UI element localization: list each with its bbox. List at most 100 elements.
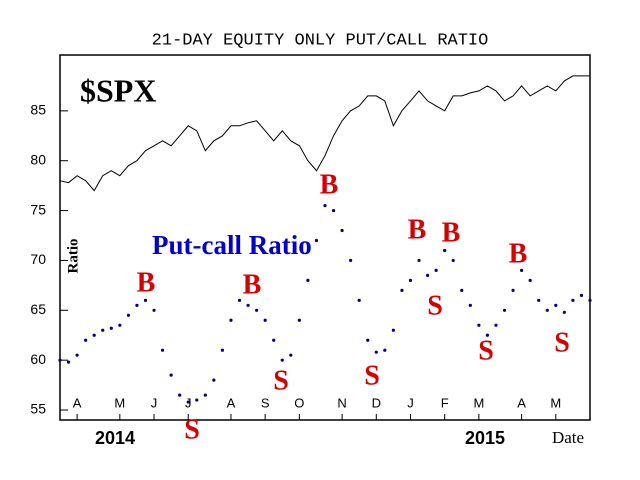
ratio-point bbox=[220, 348, 225, 352]
ratio-point bbox=[314, 238, 319, 243]
ratio-point bbox=[246, 303, 250, 307]
ratio-point bbox=[511, 288, 515, 292]
y-tick-label: 85 bbox=[30, 102, 46, 118]
ratio-point bbox=[349, 258, 353, 263]
ratio-point bbox=[537, 298, 541, 302]
signal-label: S bbox=[554, 327, 570, 358]
ratio-point bbox=[297, 318, 301, 322]
ratio-point bbox=[331, 208, 336, 213]
x-tick-label: A bbox=[517, 395, 526, 410]
ratio-point bbox=[84, 338, 88, 342]
ratio-point bbox=[323, 203, 327, 208]
ratio-point bbox=[186, 400, 190, 404]
x-tick-label: M bbox=[114, 395, 125, 410]
ratio-point bbox=[468, 303, 472, 307]
ratio-point bbox=[118, 323, 122, 327]
ratio-point bbox=[169, 373, 173, 377]
year-label: 2015 bbox=[465, 428, 505, 448]
ratio-point bbox=[75, 353, 79, 357]
signal-label: S bbox=[273, 365, 289, 396]
ratio-point bbox=[554, 303, 558, 307]
ratio-point bbox=[160, 348, 165, 352]
x-tick-label: N bbox=[337, 395, 346, 410]
ratio-point bbox=[101, 328, 105, 332]
ratio-point bbox=[143, 298, 148, 302]
ratio-point bbox=[494, 323, 498, 327]
ratio-point bbox=[374, 350, 378, 354]
x-tick-label: M bbox=[473, 395, 484, 410]
y-tick-label: 80 bbox=[30, 151, 46, 167]
ratio-point bbox=[545, 308, 549, 312]
x-tick-label: J bbox=[407, 395, 414, 410]
putcall-label: Put-call Ratio bbox=[152, 230, 312, 260]
signal-label: S bbox=[427, 290, 443, 321]
signal-label: B bbox=[320, 169, 339, 200]
ratio-point bbox=[383, 348, 387, 352]
ratio-point bbox=[357, 298, 361, 302]
x-tick-label: A bbox=[227, 395, 236, 410]
ratio-point bbox=[272, 338, 276, 342]
ratio-point bbox=[340, 228, 344, 233]
ratio-point bbox=[425, 273, 430, 277]
spx-label: $SPX bbox=[80, 72, 156, 108]
x-tick-label: J bbox=[151, 395, 158, 410]
chart-title: 21-DAY EQUITY ONLY PUT/CALL RATIO bbox=[152, 31, 489, 50]
ratio-point bbox=[477, 323, 481, 327]
ratio-point bbox=[255, 308, 259, 312]
y-axis-label: Ratio bbox=[65, 239, 81, 274]
x-tick-label: S bbox=[261, 395, 270, 410]
x-tick-label: O bbox=[294, 395, 304, 410]
ratio-point bbox=[366, 338, 370, 342]
x-tick-label: A bbox=[73, 395, 82, 410]
x-tick-label: M bbox=[550, 395, 561, 410]
ratio-point bbox=[229, 318, 233, 322]
ratio-point bbox=[485, 333, 490, 337]
signal-label: B bbox=[442, 217, 461, 248]
ratio-point bbox=[263, 318, 267, 322]
ratio-point bbox=[66, 360, 71, 364]
y-tick-label: 65 bbox=[30, 301, 46, 317]
y-tick-label: 55 bbox=[30, 401, 46, 417]
ratio-point bbox=[203, 393, 207, 397]
y-tick-label: 75 bbox=[30, 201, 46, 217]
signal-label: S bbox=[184, 414, 200, 445]
signal-label: B bbox=[509, 238, 528, 269]
ratio-point bbox=[289, 353, 293, 357]
ratio-point bbox=[460, 288, 464, 292]
ratio-point bbox=[280, 358, 284, 362]
signal-label: B bbox=[137, 267, 156, 298]
ratio-point bbox=[443, 248, 447, 253]
ratio-point bbox=[588, 298, 592, 302]
ratio-point bbox=[178, 393, 182, 397]
ratio-point bbox=[571, 298, 575, 302]
ratio-point bbox=[195, 398, 199, 402]
ratio-point bbox=[306, 278, 310, 282]
ratio-point bbox=[400, 288, 404, 292]
y-tick-label: 70 bbox=[30, 251, 46, 267]
ratio-point bbox=[502, 308, 507, 312]
x-tick-label: D bbox=[372, 395, 381, 410]
year-label: 2014 bbox=[95, 428, 135, 448]
ratio-point bbox=[528, 278, 532, 282]
ratio-point bbox=[520, 268, 524, 273]
ratio-point bbox=[58, 358, 62, 362]
signal-label: S bbox=[364, 360, 380, 391]
ratio-point bbox=[212, 378, 216, 382]
ratio-point bbox=[152, 308, 156, 312]
signal-label: S bbox=[478, 335, 494, 366]
ratio-point bbox=[562, 310, 566, 314]
ratio-point bbox=[417, 258, 421, 263]
x-axis-label: Date bbox=[552, 428, 584, 447]
ratio-point bbox=[237, 298, 242, 302]
signal-label: B bbox=[243, 269, 262, 300]
ratio-point bbox=[391, 328, 395, 332]
ratio-point bbox=[109, 326, 113, 330]
ratio-point bbox=[92, 333, 96, 337]
y-tick-label: 60 bbox=[30, 351, 46, 367]
ratio-point bbox=[408, 278, 413, 282]
x-tick-label: F bbox=[441, 395, 449, 410]
spx-line bbox=[59, 75, 590, 192]
signal-label: B bbox=[408, 214, 427, 245]
ratio-point bbox=[579, 293, 584, 297]
